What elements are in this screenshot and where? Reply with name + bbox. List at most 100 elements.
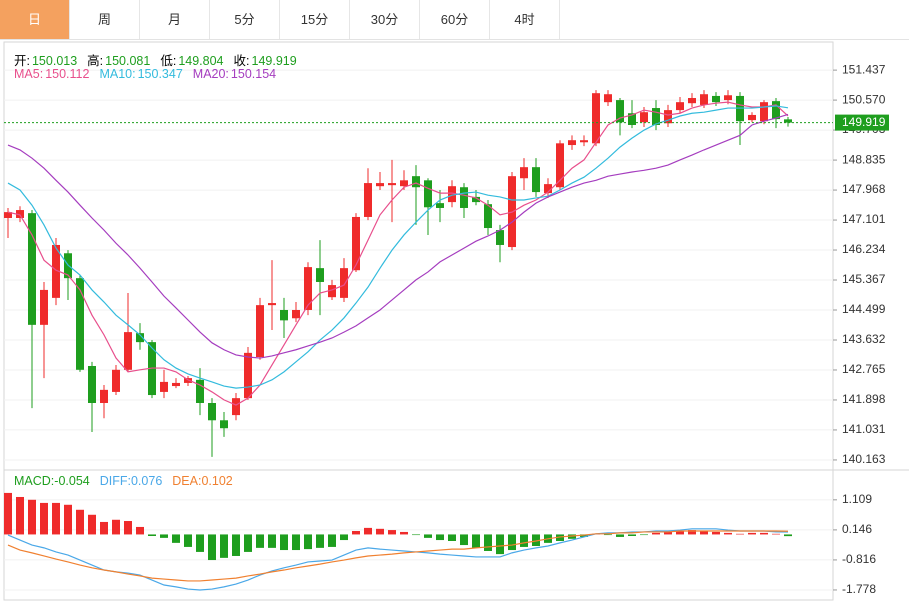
y-tick-label: 150.570 [842,92,886,106]
candle-body [436,203,444,208]
macd-bar [52,502,60,535]
macd-bar [760,532,768,535]
macd-bar [256,534,264,548]
ohlc-info: 开: 150.013 高: 150.081 低: 149.804 收: 149.919 [14,50,297,69]
candle-body [532,167,540,193]
period-tab[interactable]: 周 [70,0,140,39]
macd-bar [748,532,756,535]
candle-body [220,420,228,429]
macd-bar [328,534,336,547]
period-tab[interactable]: 30分 [350,0,420,39]
candle-body [340,268,348,298]
macd-bar [292,534,300,551]
period-tab[interactable]: 5分 [210,0,280,39]
macd-bar [472,534,480,548]
candle-body [724,95,732,101]
period-tab[interactable]: 4时 [490,0,560,39]
macd-line [7,530,789,582]
macd-bar [772,533,780,535]
candle-body [352,216,360,271]
info-item: 收: 149.919 [234,50,297,69]
candle-body [52,244,60,298]
macd-bar [244,534,252,552]
candle-body [208,402,216,421]
macd-bar [160,534,168,538]
info-label: 开: [14,54,30,68]
info-value: 149.804 [178,54,224,68]
candle-body [544,184,552,194]
candle-body [460,187,468,208]
candle-body [388,183,396,186]
macd-bar [508,534,516,551]
candle-body [196,379,204,403]
macd-bar [364,527,372,535]
legend-item: MACD:-0.054 [14,474,90,488]
macd-bar [196,534,204,552]
candle-body [604,94,612,103]
macd-bar [676,531,684,535]
legend-name: MA20: [192,67,229,81]
info-item: 高: 150.081 [87,50,150,69]
candle-body [568,140,576,146]
candle-body [292,309,300,319]
macd-bar [640,534,648,536]
candle-body [592,93,600,144]
macd-bar [436,534,444,541]
ma-line [7,101,789,406]
candle-body [232,398,240,416]
macd-bar [64,504,72,535]
info-label: 高: [87,54,104,68]
macd-bar [556,534,564,541]
candle-body [556,143,564,188]
macd-legend: MACD:-0.054 DIFF:0.076 DEA:0.102 [14,474,233,488]
macd-bar [172,534,180,543]
macd-bar [520,534,528,547]
candle-body [172,382,180,387]
macd-bar [100,521,108,535]
legend-value: 0.076 [130,474,163,488]
candle-body [784,119,792,123]
y-tick-label: 145.367 [842,272,886,286]
macd-bar [376,528,384,535]
period-tab[interactable]: 60分 [420,0,490,39]
macd-bar [208,534,216,561]
candle-body [760,102,768,122]
candle-body [4,212,12,219]
macd-bar [400,531,408,535]
macd-bar [268,534,276,548]
macd-bar [604,534,612,536]
info-label: 收: [233,54,250,68]
period-tab[interactable]: 月 [140,0,210,39]
legend-value: 150.112 [45,67,90,81]
legend-item: DIFF:0.076 [100,474,163,488]
macd-bar [352,531,360,535]
macd-bar [28,499,36,535]
candle-body [316,268,324,282]
candle-body [616,100,624,123]
candle-body [580,140,588,143]
macd-bar [652,532,660,535]
candle-body [700,94,708,105]
candle-body [640,112,648,123]
macd-bar [700,531,708,535]
candle-body [772,101,780,120]
info-value: 149.919 [251,54,297,68]
candle-body [652,108,660,125]
macd-bar [496,534,504,555]
period-tab[interactable]: 15分 [280,0,350,39]
y-tick-label: 151.437 [842,62,886,76]
legend-name: MACD: [14,474,55,488]
candle-body [184,378,192,383]
period-tab[interactable]: 日 [0,0,70,39]
legend-name: DEA: [172,474,202,488]
legend-item: MA5: 150.112 [14,67,89,81]
ma-line [7,105,789,389]
macd-bar [688,530,696,535]
y-tick-label: 141.031 [842,422,886,436]
legend-item: MA10: 150.347 [99,67,182,81]
macd-bar [532,534,540,546]
candle-body [520,167,528,179]
candle-body [268,303,276,306]
y-tick-label: 148.835 [842,152,886,166]
